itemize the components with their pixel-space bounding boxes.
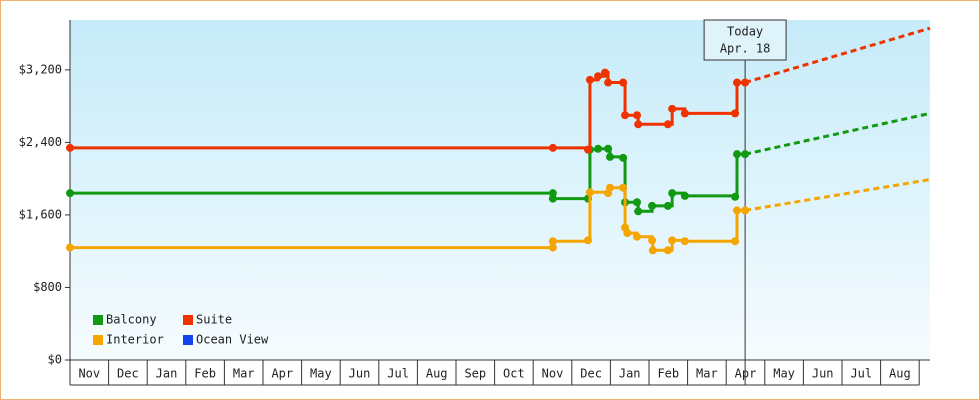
point (66, 143, 74, 152)
point (623, 229, 632, 238)
x-tick-label: Dec (580, 367, 602, 381)
point (731, 237, 740, 246)
legend-swatch (93, 335, 103, 345)
point (633, 111, 642, 120)
x-tick-label: Jan (156, 367, 178, 381)
point (604, 78, 613, 87)
point (619, 183, 628, 192)
point (548, 194, 557, 203)
point (584, 236, 593, 245)
x-tick-label: May (310, 367, 332, 381)
point (604, 144, 613, 153)
point (585, 75, 594, 84)
y-tick-label: $3,200 (19, 62, 62, 76)
projection-line (744, 111, 931, 156)
legend-swatch (183, 335, 193, 345)
point (594, 72, 603, 81)
y-tick-label: $1,600 (19, 207, 62, 221)
point (733, 78, 742, 87)
point (733, 150, 742, 159)
point (619, 78, 628, 87)
point (548, 243, 557, 252)
x-tick-label: Jan (619, 367, 641, 381)
x-tick-label: Apr (271, 367, 293, 381)
x-tick-label: Jul (387, 367, 409, 381)
point (619, 153, 628, 162)
y-tick-label: $800 (33, 280, 62, 294)
point (585, 188, 594, 197)
x-tick-label: Sep (464, 367, 486, 381)
point (548, 237, 557, 246)
point (733, 206, 742, 215)
legend-swatch (93, 315, 103, 325)
y-tick-label: $0 (48, 353, 62, 367)
legend-label: Balcony (106, 313, 157, 327)
legend-label: Interior (106, 333, 164, 347)
x-tick-label: Dec (117, 367, 139, 381)
point (668, 104, 677, 113)
x-tick-label: May (773, 367, 795, 381)
point (663, 201, 672, 210)
point (663, 120, 672, 129)
point (680, 237, 689, 246)
point (648, 236, 657, 245)
point (633, 232, 642, 241)
point (634, 120, 643, 129)
point (606, 152, 615, 161)
point (680, 191, 689, 200)
point (663, 246, 672, 255)
projection-line (744, 178, 931, 212)
plot-area (70, 20, 930, 360)
series-line (70, 147, 746, 213)
today-label: Today (727, 25, 763, 39)
projection-line (744, 26, 931, 84)
legend-swatch (183, 315, 193, 325)
point (680, 109, 689, 118)
point (668, 189, 677, 198)
point (648, 246, 657, 255)
x-tick-label: Oct (503, 367, 525, 381)
x-tick-label: Nov (78, 367, 100, 381)
point (634, 207, 643, 216)
point (648, 201, 657, 210)
x-tick-label: Mar (696, 367, 718, 381)
point (548, 143, 557, 152)
point (621, 111, 630, 120)
point (606, 183, 615, 192)
point (633, 198, 642, 207)
x-tick-label: Feb (194, 367, 216, 381)
x-tick-label: Jun (349, 367, 371, 381)
x-tick-label: Jul (850, 367, 872, 381)
x-tick-label: Aug (889, 367, 911, 381)
point (594, 144, 603, 153)
x-tick-label: Aug (426, 367, 448, 381)
point (66, 189, 74, 198)
y-tick-label: $2,400 (19, 135, 62, 149)
point (731, 192, 740, 201)
x-tick-label: Jun (812, 367, 834, 381)
point (731, 109, 740, 118)
point (668, 236, 677, 245)
x-tick-label: Feb (657, 367, 679, 381)
x-tick-label: Mar (233, 367, 255, 381)
x-tick-label: Nov (542, 367, 564, 381)
today-label: Apr. 18 (720, 42, 771, 56)
legend-label: Suite (196, 313, 232, 327)
legend-label: Ocean View (196, 333, 269, 347)
point (600, 68, 609, 77)
today-box (703, 19, 787, 61)
point (66, 243, 74, 252)
point (584, 145, 593, 154)
